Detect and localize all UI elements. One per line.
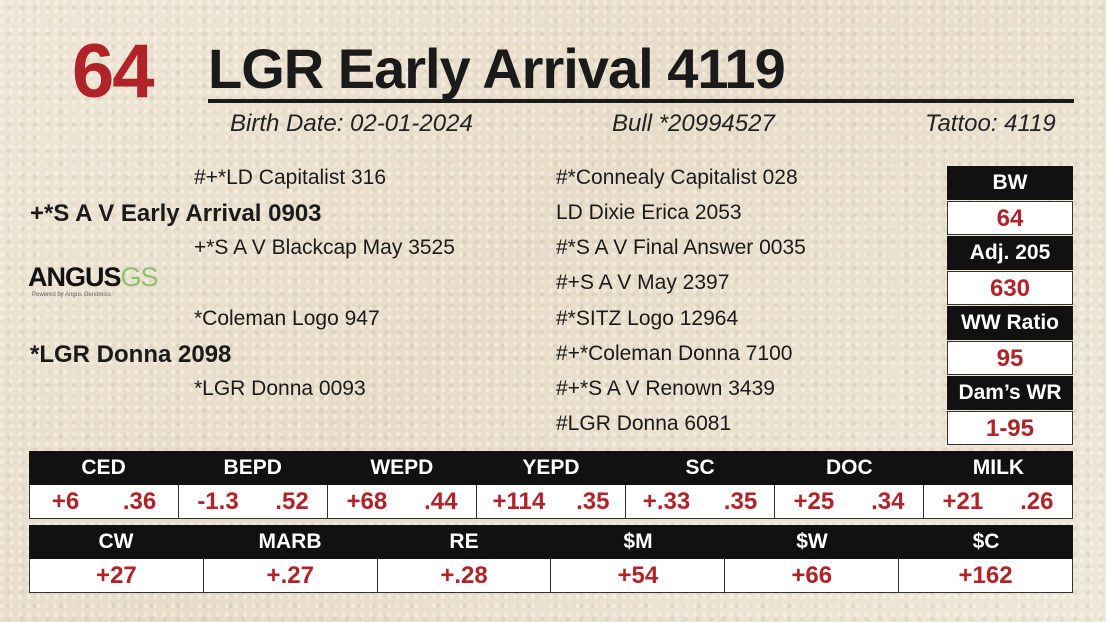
epd-cell-milk: +21 .26 — [924, 485, 1072, 518]
epd-table-2: CW MARB RE $M $W $C +27 +.27 +.28 +54 +6… — [29, 525, 1073, 593]
epd-value: +66 — [791, 561, 833, 589]
epd-label-sc: SC — [685, 456, 715, 479]
epd-value: +114 — [492, 487, 546, 515]
epd-cell-re: +.28 — [378, 559, 552, 592]
pedigree-dam-sire: *Coleman Logo 947 — [194, 307, 380, 330]
epd-value: +54 — [617, 561, 659, 589]
pedigree-sss: #*Connealy Capitalist 028 — [556, 166, 798, 189]
perf-label-adj205: Adj. 205 — [947, 236, 1073, 270]
epd-accuracy: .34 — [871, 487, 905, 515]
epd-label-marb: MARB — [258, 530, 322, 553]
logo-main-text: ANGUS — [28, 262, 122, 292]
angus-gs-logo: ANGUSGS Powered by Angus Genomics — [28, 262, 159, 298]
epd-accuracy: .35 — [723, 487, 758, 515]
epd-cell-ced: +6 .36 — [30, 485, 179, 518]
epd-cell-marb: +.27 — [204, 559, 378, 592]
epd-value-row-2: +27 +.27 +.28 +54 +66 +162 — [29, 559, 1073, 593]
epd-accuracy: .44 — [424, 487, 458, 515]
epd-value: +21 — [942, 487, 984, 515]
epd-label-cw: CW — [98, 530, 134, 553]
epd-value: +68 — [346, 487, 388, 515]
epd-cell-c-index: +162 — [899, 559, 1072, 592]
logo-accent-text: GS — [120, 262, 159, 292]
epd-value: +162 — [958, 561, 1013, 589]
performance-table: BW 64 Adj. 205 630 WW Ratio 95 Dam’s WR … — [947, 166, 1073, 446]
epd-table-1: CED BEPD WEPD YEPD SC DOC MILK +6 .36 -1.… — [29, 451, 1073, 519]
perf-value-bw: 64 — [947, 201, 1073, 235]
pedigree-sire-dam: +*S A V Blackcap May 3525 — [194, 236, 455, 259]
epd-cell-cw: +27 — [30, 559, 204, 592]
pedigree-sds: #*S A V Final Answer 0035 — [556, 236, 806, 259]
epd-header-row-1: CED BEPD WEPD YEPD SC DOC MILK — [29, 451, 1073, 485]
epd-label-bepd: BEPD — [223, 456, 282, 479]
epd-value-row-1: +6 .36 -1.3 .52 +68 .44 +114 .35 +.33 .35 +25… — [29, 485, 1073, 519]
epd-value: +6 — [51, 487, 80, 515]
epd-label-w-index: $W — [796, 530, 828, 553]
epd-label-doc: DOC — [825, 456, 873, 479]
pedigree-dam-dam: *LGR Donna 0093 — [194, 377, 366, 400]
epd-cell-wepd: +68 .44 — [328, 485, 477, 518]
perf-value-ww-ratio: 95 — [947, 341, 1073, 375]
perf-value-dams-wr: 1-95 — [947, 411, 1073, 445]
logo-tagline: Powered by Angus Genomics — [32, 292, 111, 298]
pedigree-dds: #+*S A V Renown 3439 — [556, 377, 775, 400]
epd-cell-sc: +.33 .35 — [626, 485, 775, 518]
pedigree-sire-sire: #+*LD Capitalist 316 — [194, 166, 387, 189]
epd-accuracy: .36 — [122, 487, 157, 515]
epd-header-row-2: CW MARB RE $M $W $C — [29, 525, 1073, 559]
perf-label-bw: BW — [947, 166, 1073, 200]
pedigree-sire: +*S A V Early Arrival 0903 — [30, 200, 322, 227]
perf-label-dams-wr: Dam’s WR — [947, 376, 1073, 410]
epd-accuracy: .35 — [576, 487, 610, 515]
epd-value: +27 — [96, 561, 137, 589]
perf-label-ww-ratio: WW Ratio — [947, 306, 1073, 340]
epd-cell-m-index: +54 — [551, 559, 726, 592]
epd-cell-bepd: -1.3 .52 — [179, 485, 328, 518]
epd-label-re: RE — [449, 530, 479, 553]
epd-value: -1.3 — [197, 487, 239, 515]
pedigree-ssd: LD Dixie Erica 2053 — [556, 201, 742, 224]
epd-label-wepd: WEPD — [370, 456, 434, 479]
epd-label-milk: MILK — [972, 456, 1025, 479]
pedigree-dsd: #+*Coleman Donna 7100 — [556, 342, 793, 365]
epd-value: +.33 — [642, 487, 691, 515]
title-rule — [208, 99, 1074, 103]
birth-date: Birth Date: 02-01-2024 — [230, 110, 473, 137]
epd-accuracy: .52 — [275, 487, 309, 515]
epd-value: +.27 — [266, 561, 314, 589]
animal-name: LGR Early Arrival 4119 — [208, 37, 786, 100]
registration-number: Bull *20994527 — [612, 110, 775, 137]
epd-label-ced: CED — [81, 456, 126, 479]
epd-label-m-index: $M — [623, 530, 653, 553]
tattoo: Tattoo: 4119 — [925, 110, 1056, 137]
pedigree-ddd: #LGR Donna 6081 — [556, 412, 732, 435]
lot-number: 64 — [72, 29, 155, 114]
epd-value: +.28 — [440, 561, 488, 589]
perf-value-adj205: 630 — [947, 271, 1073, 305]
epd-value: +25 — [793, 487, 835, 515]
epd-cell-doc: +25 .34 — [775, 485, 924, 518]
epd-cell-w-index: +66 — [725, 559, 900, 592]
pedigree-dam: *LGR Donna 2098 — [30, 341, 232, 368]
pedigree-sdd: #+S A V May 2397 — [556, 271, 730, 294]
pedigree-dss: #*SITZ Logo 12964 — [556, 307, 739, 330]
epd-accuracy: .26 — [1020, 487, 1054, 515]
epd-label-yepd: YEPD — [522, 456, 580, 479]
epd-label-c-index: $C — [972, 530, 1000, 553]
epd-cell-yepd: +114 .35 — [477, 485, 626, 518]
